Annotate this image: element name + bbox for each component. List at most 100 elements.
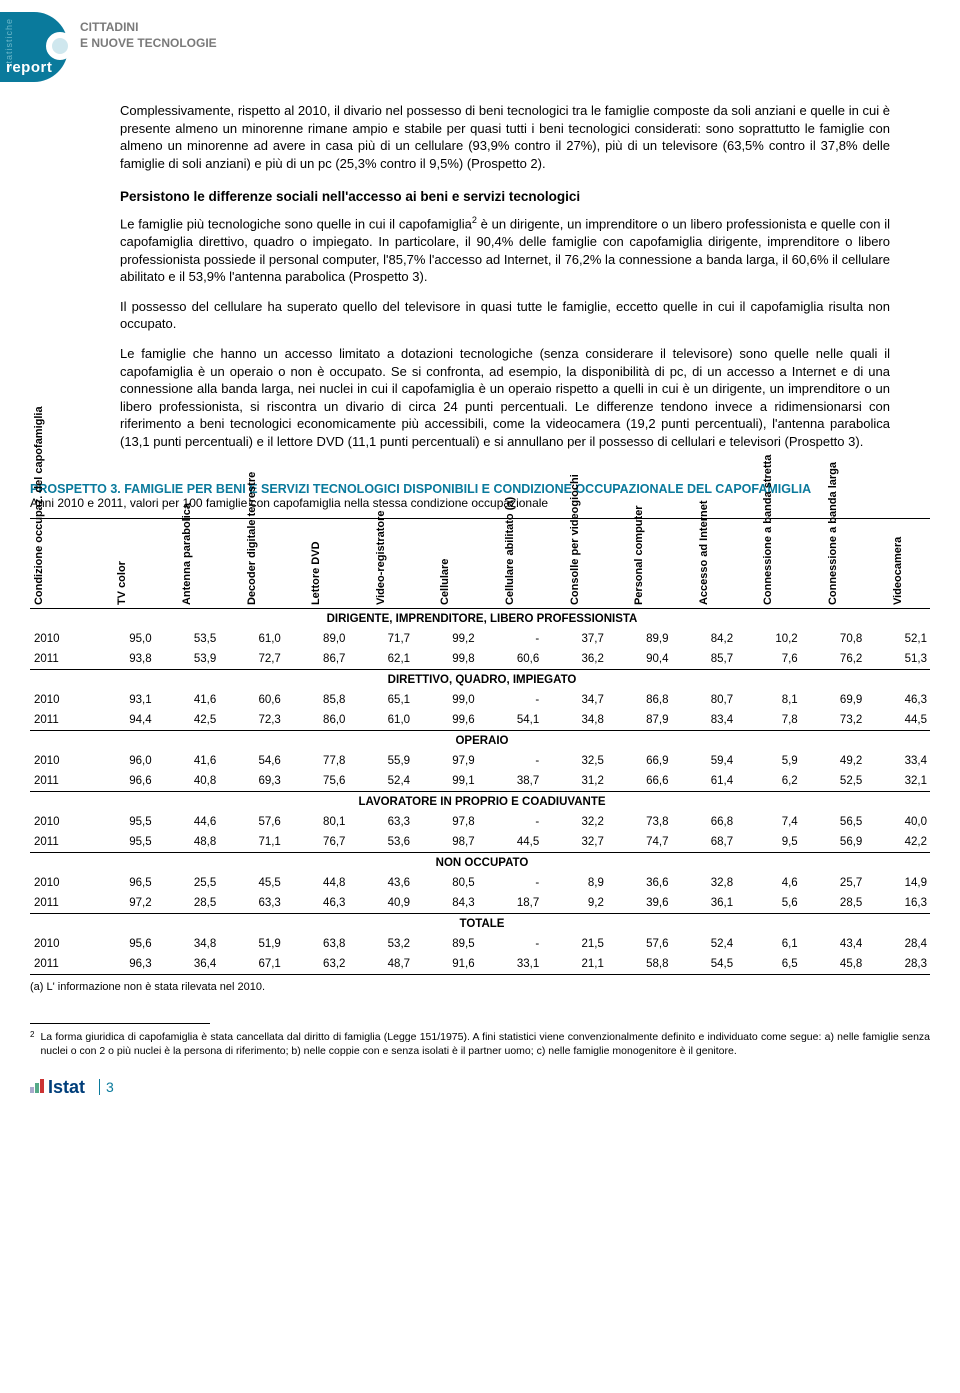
table-cell: 72,7 [219,649,284,670]
table-cell: 14,9 [865,873,930,893]
table-cell: 45,5 [219,873,284,893]
table-cell: 44,5 [865,710,930,731]
section-title: Persistono le differenze sociali nell'ac… [120,188,890,206]
table-cell: 7,4 [736,812,801,832]
table-cell: 91,6 [413,954,478,975]
table-cell: 40,8 [155,771,220,792]
table-row: 201096,041,654,677,855,997,9-32,566,959,… [30,751,930,771]
paragraph-2: Le famiglie più tecnologiche sono quelle… [120,214,890,286]
table-cell: 86,7 [284,649,349,670]
istat-brand-text: Istat [48,1077,85,1097]
table-cell: 62,1 [348,649,413,670]
footnote-text: La forma giuridica di capofamiglia è sta… [40,1030,930,1058]
table-cell: 96,6 [90,771,155,792]
table-cell: 84,2 [671,629,736,649]
table3-note: (a) L' informazione non è stata rilevata… [0,975,960,993]
table-cell: 6,5 [736,954,801,975]
table-cell: 31,2 [542,771,607,792]
table-cell: - [478,751,543,771]
table-cell: 2010 [30,751,90,771]
table-cell: 76,2 [801,649,866,670]
table-cell: 28,4 [865,934,930,954]
table-cell: 61,0 [348,710,413,731]
table3-section-header: DIRETTIVO, QUADRO, IMPIEGATO [30,670,930,691]
table-cell: 52,5 [801,771,866,792]
table-cell: 69,3 [219,771,284,792]
table3-col-header: Consolle per videogiochi [542,519,607,609]
table-cell: 97,8 [413,812,478,832]
table-cell: 96,5 [90,873,155,893]
table-cell: 32,1 [865,771,930,792]
table-cell: 2010 [30,690,90,710]
table-cell: 53,6 [348,832,413,853]
table-cell: 36,4 [155,954,220,975]
table-cell: 39,6 [607,893,672,914]
table-cell: 58,8 [607,954,672,975]
table3-col-header: Connessione a banda larga [801,519,866,609]
table-cell: 7,6 [736,649,801,670]
table-cell: 76,7 [284,832,349,853]
table3-title: PROSPETTO 3. FAMIGLIE PER BENI E SERVIZI… [30,482,930,496]
table-cell: 74,7 [607,832,672,853]
table-cell: 89,5 [413,934,478,954]
table-cell: 70,8 [801,629,866,649]
table-cell: 54,6 [219,751,284,771]
table-cell: 93,1 [90,690,155,710]
table-cell: 80,1 [284,812,349,832]
table-cell: 57,6 [607,934,672,954]
table3-section-header: TOTALE [30,914,930,935]
table-cell: 49,2 [801,751,866,771]
table-cell: 65,1 [348,690,413,710]
table-cell: - [478,934,543,954]
table-cell: 61,4 [671,771,736,792]
table-cell: 52,4 [671,934,736,954]
table-cell: 25,7 [801,873,866,893]
table-cell: 40,9 [348,893,413,914]
table-cell: 33,1 [478,954,543,975]
table3-col-header: Accesso ad Internet [671,519,736,609]
table-cell: 67,1 [219,954,284,975]
table-cell: 94,4 [90,710,155,731]
table-cell: 57,6 [219,812,284,832]
table-cell: 2011 [30,649,90,670]
table-cell: 2010 [30,812,90,832]
table-cell: 41,6 [155,751,220,771]
header-line2: E NUOVE TECNOLOGIE [80,36,217,52]
table3-col-header: Antenna parabolica [155,519,220,609]
istat-bars-icon [30,1077,45,1098]
table-cell: 44,5 [478,832,543,853]
table-cell: 5,9 [736,751,801,771]
table-row: 201197,228,563,346,340,984,318,79,239,63… [30,893,930,914]
table3-section-header: LAVORATORE IN PROPRIO E COADIUVANTE [30,792,930,813]
table-cell: 89,9 [607,629,672,649]
table-cell: 95,5 [90,832,155,853]
table-cell: 66,8 [671,812,736,832]
table-cell: 9,5 [736,832,801,853]
header-title: CITTADINI E NUOVE TECNOLOGIE [80,12,217,51]
table-cell: 63,3 [219,893,284,914]
table-cell: 44,6 [155,812,220,832]
table-cell: 2011 [30,954,90,975]
table-cell: 51,3 [865,649,930,670]
table-row: 201095,544,657,680,163,397,8-32,273,866,… [30,812,930,832]
table-cell: 86,0 [284,710,349,731]
paragraph-1: Complessivamente, rispetto al 2010, il d… [120,102,890,172]
table-cell: 8,1 [736,690,801,710]
table3-section-header: DIRIGENTE, IMPRENDITORE, LIBERO PROFESSI… [30,609,930,630]
table-row: 201196,336,467,163,248,791,633,121,158,8… [30,954,930,975]
logo-word: report [6,59,52,76]
table-cell: 56,9 [801,832,866,853]
table-cell: 41,6 [155,690,220,710]
table-cell: 52,1 [865,629,930,649]
table-cell: 84,3 [413,893,478,914]
prospetto-3: PROSPETTO 3. FAMIGLIE PER BENI E SERVIZI… [0,472,960,975]
table-cell: 80,5 [413,873,478,893]
table-cell: 52,4 [348,771,413,792]
table-cell: 95,6 [90,934,155,954]
table-cell: 48,8 [155,832,220,853]
paragraph-4: Le famiglie che hanno un accesso limitat… [120,345,890,450]
table-cell: 32,5 [542,751,607,771]
footnote-number: 2 [30,1030,34,1058]
table3-col-header: Condizione occupaz. del capofamiglia [30,519,90,609]
table-cell: 34,8 [155,934,220,954]
